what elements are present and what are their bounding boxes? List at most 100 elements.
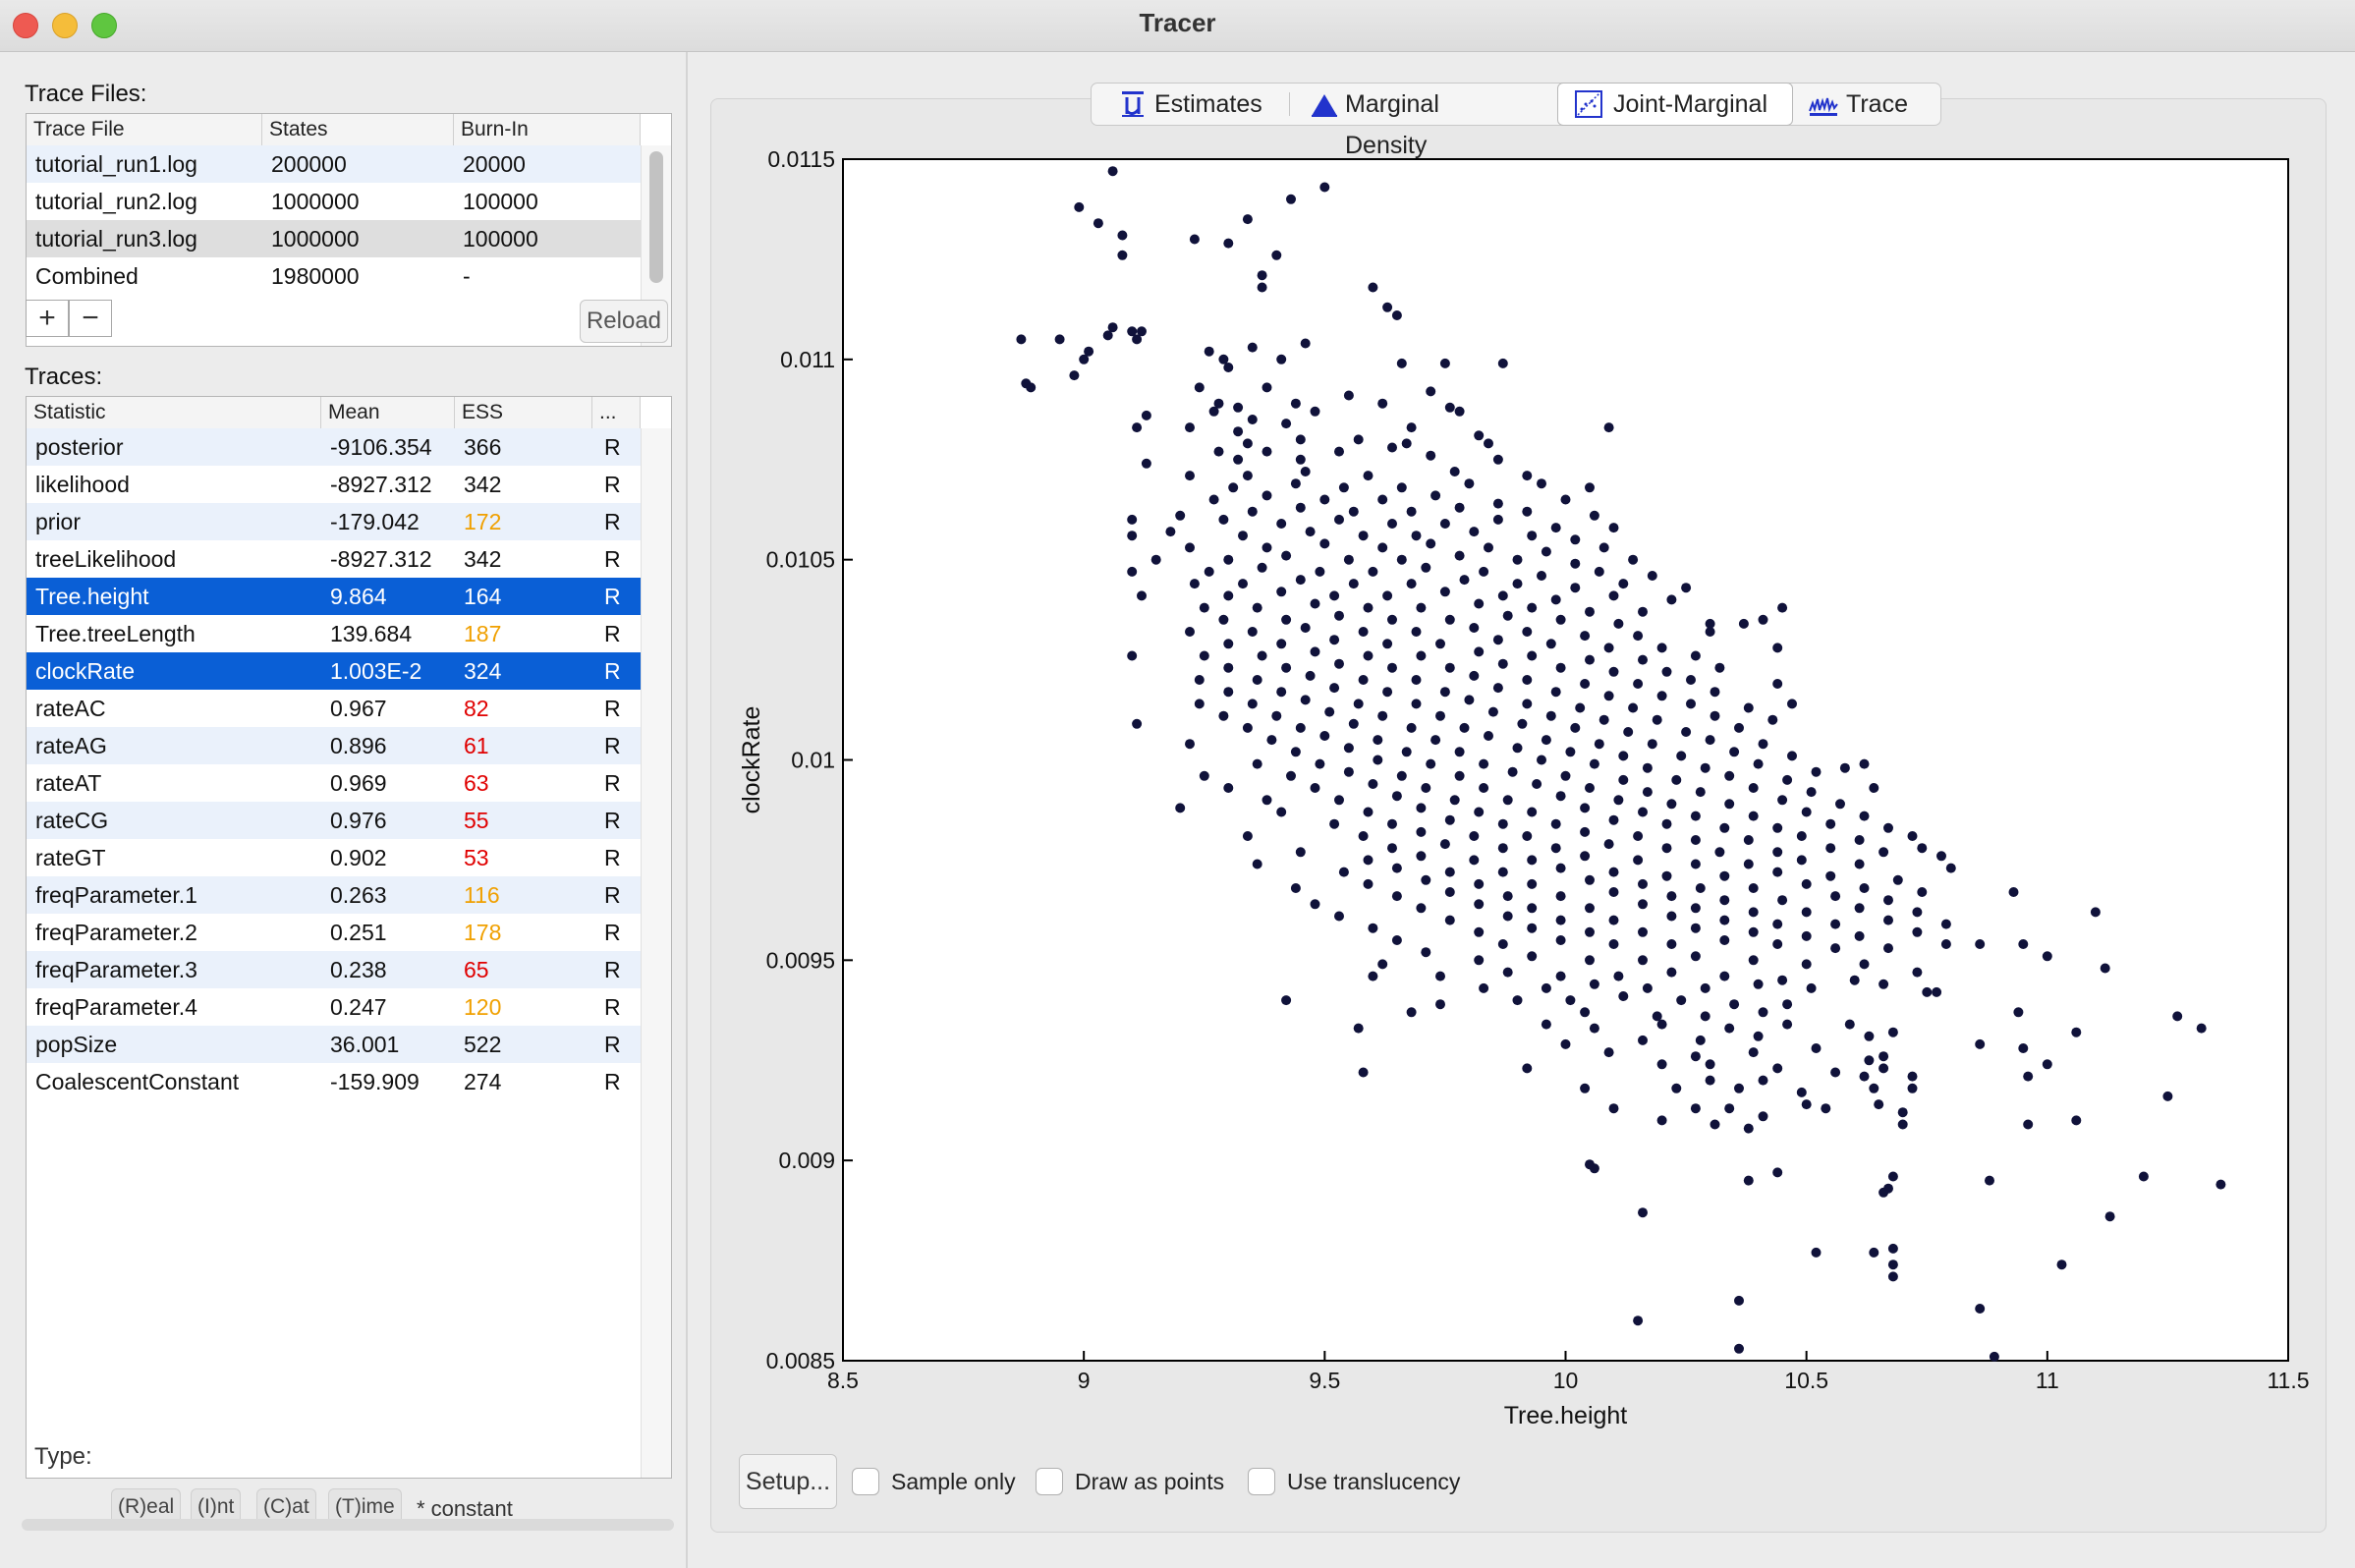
trace-file-row[interactable]: tutorial_run2.log 1000000 100000 <box>27 183 641 220</box>
tab-trace[interactable]: Trace <box>1799 84 1936 125</box>
trace-row[interactable]: freqParameter.2 0.251 178 R <box>27 914 641 951</box>
trace-file-row[interactable]: Combined 1980000 - <box>27 257 641 295</box>
zoom-window-button[interactable] <box>91 13 117 38</box>
scatter-point <box>1623 727 1634 737</box>
scatter-point <box>1315 758 1325 769</box>
scatter-point <box>1421 874 1431 885</box>
column-header-mean[interactable]: Mean <box>321 397 455 428</box>
trace-files-label: Trace Files: <box>25 81 147 107</box>
scatter-point <box>1772 919 1783 929</box>
scatter-point <box>1690 951 1701 962</box>
remove-trace-file-button[interactable]: − <box>69 300 112 337</box>
y-axis-label: clockRate <box>738 706 765 814</box>
trace-row[interactable]: posterior -9106.354 366 R <box>27 428 641 466</box>
scatter-point <box>1527 923 1538 933</box>
trace-row[interactable]: popSize 36.001 522 R <box>27 1026 641 1063</box>
reload-button[interactable]: Reload <box>580 300 668 343</box>
scatter-point <box>1555 791 1566 802</box>
tab-joint-marginal[interactable]: Joint-Marginal <box>1557 83 1793 126</box>
scatter-point <box>1377 494 1388 505</box>
scatter-point <box>1262 542 1272 553</box>
scatter-point <box>1719 915 1730 925</box>
trace-file-row[interactable]: tutorial_run3.log 1000000 100000 <box>27 220 641 257</box>
scatter-point <box>1811 1043 1822 1053</box>
setup-button[interactable]: Setup... <box>739 1454 837 1509</box>
trace-row[interactable]: rateAG 0.896 61 R <box>27 727 641 764</box>
scatter-point <box>1334 514 1344 525</box>
scatter-point <box>1026 382 1037 393</box>
trace-files-scroll-thumb[interactable] <box>649 151 663 283</box>
scatter-point <box>1194 382 1205 393</box>
trace-cell-type: R <box>604 584 621 609</box>
draw-as-points-checkbox[interactable] <box>1036 1468 1063 1495</box>
scatter-point <box>1598 542 1609 553</box>
scatter-point <box>1608 887 1619 897</box>
y-tick-label: 0.0085 <box>766 1348 835 1373</box>
scatter-point <box>1497 818 1508 829</box>
scatter-point <box>1527 807 1538 817</box>
scatter-point <box>1777 795 1788 806</box>
use-translucency-checkbox[interactable] <box>1248 1468 1275 1495</box>
scatter-point <box>1743 835 1754 845</box>
scatter-point <box>1479 982 1489 993</box>
scatter-point <box>1598 714 1609 725</box>
scatter-point <box>1748 811 1759 821</box>
trace-row[interactable]: rateCG 0.976 55 R <box>27 802 641 839</box>
scatter-point <box>1618 751 1629 761</box>
scatter-point <box>1585 783 1595 793</box>
trace-row[interactable]: CoalescentConstant -159.909 274 R <box>27 1063 641 1100</box>
scatter-point <box>1825 870 1836 881</box>
split-pane-divider[interactable] <box>686 52 688 1568</box>
column-header-statistic[interactable]: Statistic <box>27 397 321 428</box>
scatter-point <box>1358 1067 1369 1078</box>
x-tick-label: 11.5 <box>2267 1368 2309 1393</box>
trace-row[interactable]: freqParameter.3 0.238 65 R <box>27 951 641 988</box>
scatter-point <box>1401 438 1412 449</box>
column-header-type[interactable]: ... <box>592 397 641 428</box>
scatter-point <box>1700 982 1710 993</box>
trace-row[interactable]: clockRate 1.003E-2 324 R <box>27 652 641 690</box>
scatter-point <box>1638 606 1648 617</box>
trace-row[interactable]: freqParameter.4 0.247 120 R <box>27 988 641 1026</box>
trace-row[interactable]: rateGT 0.902 53 R <box>27 839 641 876</box>
trace-row[interactable]: Tree.treeLength 139.684 187 R <box>27 615 641 652</box>
scatter-point <box>1276 587 1287 597</box>
tab-estimates[interactable]: Estimates <box>1092 84 1288 125</box>
trace-row[interactable]: treeLikelihood -8927.312 342 R <box>27 540 641 578</box>
column-header-ess[interactable]: ESS <box>455 397 592 428</box>
minimize-window-button[interactable] <box>52 13 78 38</box>
column-header-states[interactable]: States <box>262 114 454 145</box>
column-header-trace-file[interactable]: Trace File <box>27 114 262 145</box>
scatter-point <box>1387 519 1397 529</box>
scatter-point <box>1353 1023 1364 1034</box>
left-pane-horizontal-scrollbar[interactable] <box>22 1519 674 1531</box>
scatter-point <box>1290 883 1301 893</box>
trace-cell-ess: 522 <box>464 1032 502 1057</box>
sample-only-checkbox[interactable] <box>852 1468 879 1495</box>
trace-file-row[interactable]: tutorial_run1.log 200000 20000 <box>27 145 641 183</box>
sample-only-label: Sample only <box>891 1469 1016 1494</box>
trace-row[interactable]: prior -179.042 172 R <box>27 503 641 540</box>
trace-row[interactable]: rateAC 0.967 82 R <box>27 690 641 727</box>
x-tick-label: 10.5 <box>1784 1368 1828 1393</box>
scatter-point <box>1165 527 1176 537</box>
scatter-point <box>1801 930 1812 941</box>
scatter-point <box>1806 982 1817 993</box>
trace-cell-stat: prior <box>35 509 82 534</box>
scatter-point <box>1497 358 1508 368</box>
scatter-point <box>1127 566 1138 577</box>
trace-row[interactable]: rateAT 0.969 63 R <box>27 764 641 802</box>
close-window-button[interactable] <box>13 13 38 38</box>
scatter-point <box>1368 779 1378 789</box>
add-trace-file-button[interactable]: + <box>26 300 69 337</box>
trace-row[interactable]: freqParameter.1 0.263 116 R <box>27 876 641 914</box>
scatter-point <box>1839 762 1850 773</box>
scatter-point <box>1545 710 1556 721</box>
scatter-point <box>1883 943 1893 954</box>
trace-row[interactable]: likelihood -8927.312 342 R <box>27 466 641 503</box>
column-header-burn-in[interactable]: Burn-In <box>454 114 641 145</box>
traces-scrollbar[interactable] <box>641 428 671 1478</box>
tab-marginal-density[interactable]: Marginal Density <box>1298 84 1524 159</box>
scatter-point <box>1454 770 1465 781</box>
trace-row[interactable]: Tree.height 9.864 164 R <box>27 578 641 615</box>
